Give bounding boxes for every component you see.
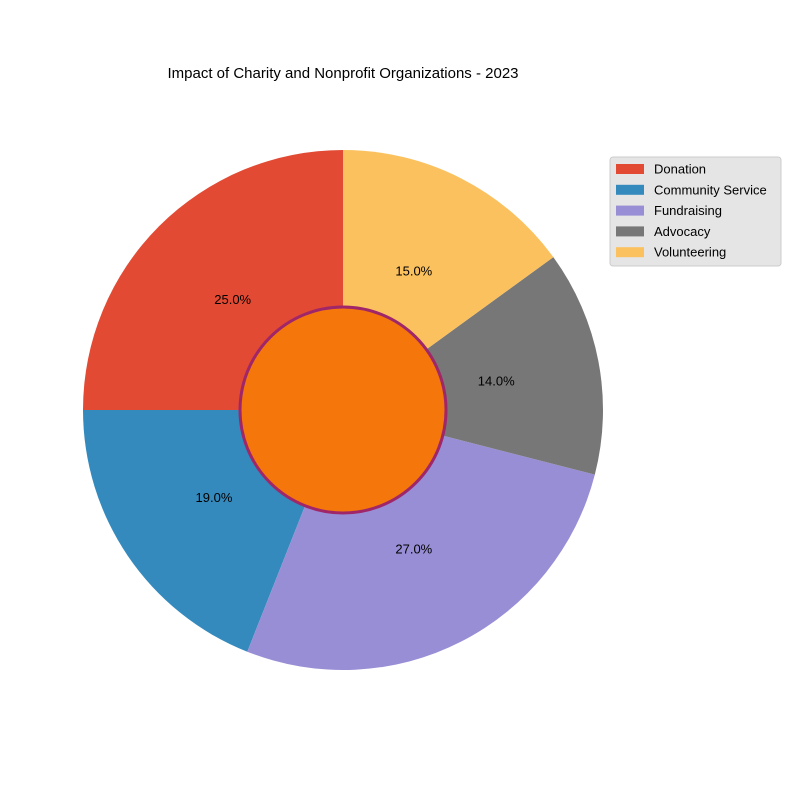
legend-label-advocacy: Advocacy [654,224,711,239]
legend-swatch-advocacy [616,226,644,237]
legend-swatch-community-service [616,184,644,195]
center-circle [238,305,448,515]
legend-swatch-volunteering [616,247,644,258]
slice-label-fundraising: 27.0% [395,541,432,556]
slice-label-donation: 25.0% [214,292,251,307]
legend-label-fundraising: Fundraising [654,203,722,218]
slice-label-advocacy: 14.0% [478,373,515,388]
legend-box [609,156,782,267]
legend-swatch-fundraising [616,205,644,216]
chart-title: Impact of Charity and Nonprofit Organiza… [167,65,518,82]
legend-label-community-service: Community Service [654,182,767,197]
slice-labels: 25.0% 19.0% 27.0% 14.0% 15.0% [196,264,516,557]
legend-label-donation: Donation [654,162,706,177]
legend-label-volunteering: Volunteering [654,245,726,260]
slice-label-volunteering: 15.0% [395,264,432,279]
legend: Donation Community Service Fundraising Advo… [609,156,782,267]
slice-label-community-service: 19.0% [196,490,233,505]
legend-swatch-donation [616,164,644,174]
